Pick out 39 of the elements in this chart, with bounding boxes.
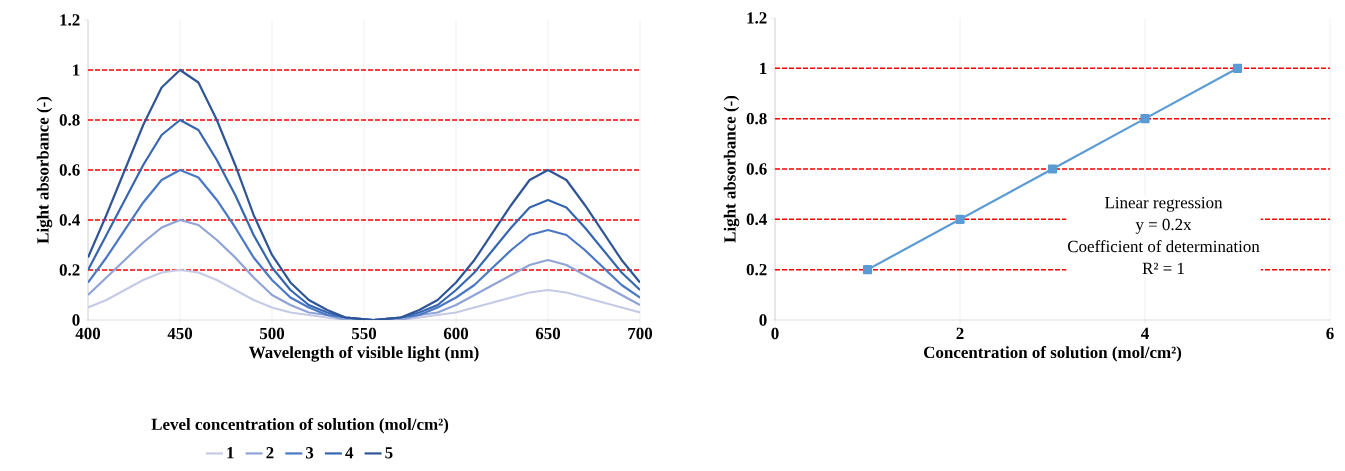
x-tick-label: 550 bbox=[351, 327, 377, 340]
y-tick-label: 0.2 bbox=[59, 264, 80, 276]
legend-label: 2 bbox=[266, 447, 274, 459]
y-tick-label: 0.4 bbox=[746, 213, 767, 226]
y-tick-label: 1.2 bbox=[747, 12, 767, 24]
x-tick-label: 700 bbox=[628, 327, 653, 340]
annotation: Coefficient of determination bbox=[1067, 240, 1260, 253]
y-tick-label: 1 bbox=[760, 62, 767, 74]
x-tick-label: 650 bbox=[535, 327, 561, 340]
y-tick-label: 0.6 bbox=[59, 164, 80, 176]
legend-label: 3 bbox=[306, 447, 314, 459]
x-tick-label: 6 bbox=[1326, 327, 1334, 340]
legend-label: 5 bbox=[385, 447, 393, 459]
y-axis-title: Light absorbance (-) bbox=[36, 96, 53, 244]
annotation: Linear regression bbox=[1104, 196, 1223, 212]
annotation: R² = 1 bbox=[1142, 262, 1184, 274]
y-tick-label: 0.2 bbox=[746, 263, 767, 276]
y-tick-label: 0.8 bbox=[59, 114, 80, 126]
legend-label: 1 bbox=[227, 447, 234, 459]
x-tick-label: 0 bbox=[771, 327, 779, 340]
y-tick-label: 1 bbox=[73, 64, 80, 76]
y-tick-label: 0 bbox=[72, 314, 80, 326]
x-axis-title: Concentration of solution (mol/cm²) bbox=[924, 346, 1182, 362]
x-tick-label: 500 bbox=[259, 327, 285, 340]
x-axis-title: Wavelength of visible light (nm) bbox=[248, 346, 479, 362]
x-tick-label: 2 bbox=[956, 327, 964, 339]
legend-label: 4 bbox=[345, 447, 354, 459]
x-tick-label: 4 bbox=[1141, 327, 1149, 339]
annotation: y = 0.2x bbox=[1135, 218, 1192, 234]
x-tick-label: 600 bbox=[443, 327, 469, 340]
y-tick-label: 0.6 bbox=[746, 163, 767, 175]
x-tick-label: 450 bbox=[167, 327, 193, 340]
y-axis-title: Light absorbance (-) bbox=[723, 95, 740, 243]
legend-title: Level concentration of solution (mol/cm²) bbox=[151, 417, 449, 434]
y-tick-label: 1.2 bbox=[60, 14, 80, 26]
x-tick-label: 400 bbox=[75, 327, 101, 340]
y-tick-label: 0 bbox=[759, 314, 767, 326]
y-tick-label: 0.8 bbox=[746, 112, 767, 125]
y-tick-label: 0.4 bbox=[59, 214, 80, 226]
